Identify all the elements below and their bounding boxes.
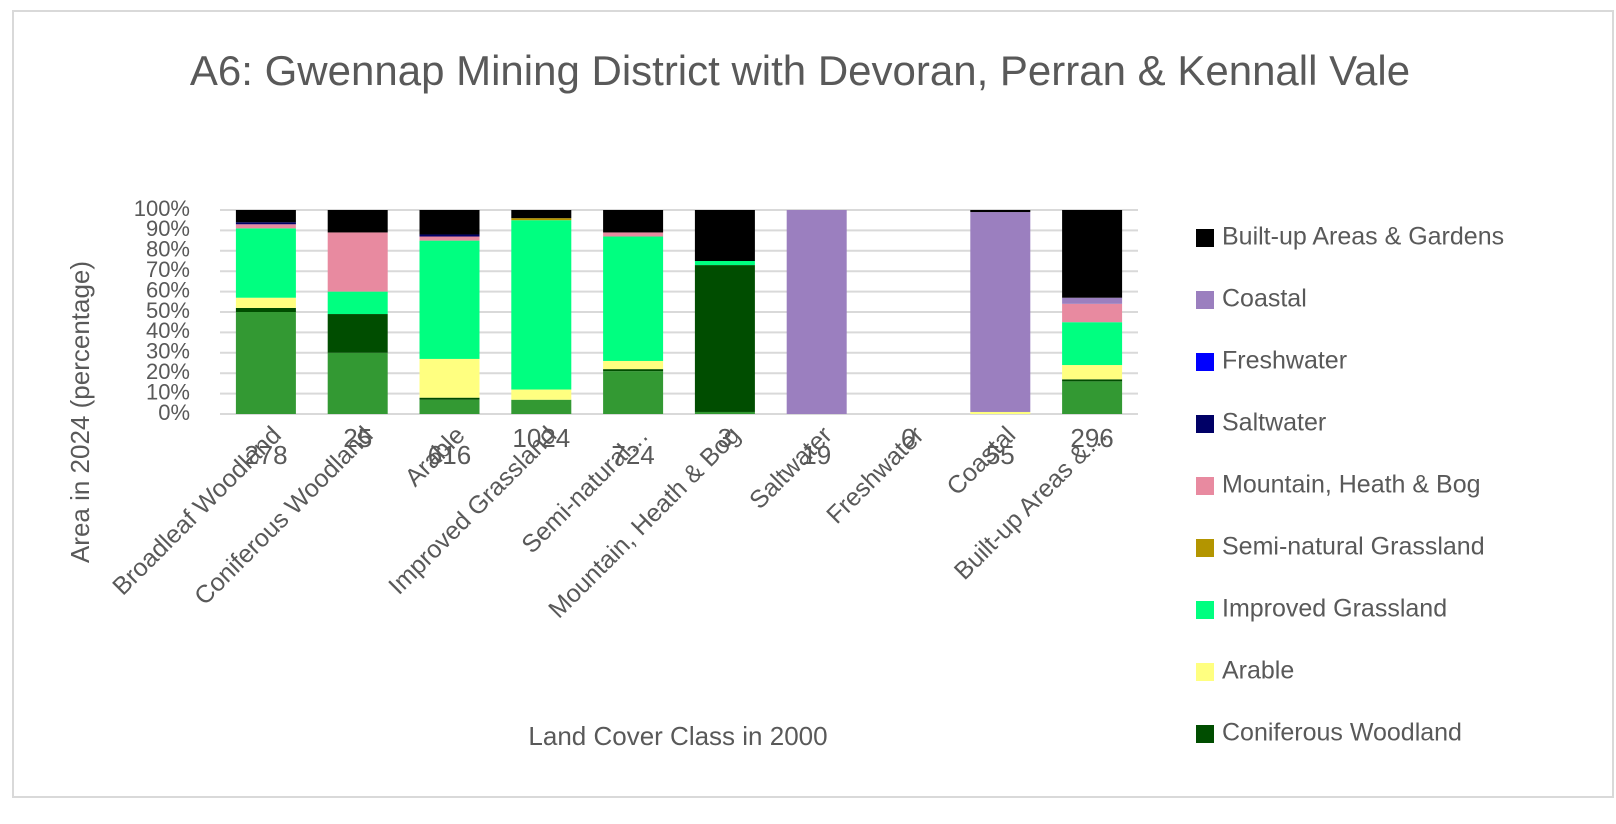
y-tick-label: 60% <box>146 277 190 302</box>
bar-segment <box>970 212 1031 412</box>
bar-segment <box>235 297 296 308</box>
y-tick-label: 70% <box>146 257 190 282</box>
chart-title: A6: Gwennap Mining District with Devoran… <box>189 47 1411 94</box>
bar-segment <box>603 369 664 372</box>
bar-segment <box>511 389 572 400</box>
total-label: 3 <box>718 423 732 453</box>
total-label: 55 <box>986 440 1015 470</box>
bar-segment <box>603 232 664 237</box>
bar-segment <box>235 307 296 312</box>
legend-label: Freshwater <box>1222 347 1347 375</box>
x-tick-label: Freshwater <box>821 421 929 529</box>
legend-swatch <box>1196 415 1214 433</box>
y-tick-label: 20% <box>146 359 190 384</box>
y-tick-label: 50% <box>146 298 190 323</box>
bar-segment <box>1062 381 1123 414</box>
legend-label: Coniferous Woodland <box>1222 719 1462 747</box>
x-tick-label: Improved Grassland <box>383 421 562 600</box>
legend-swatch <box>1196 353 1214 371</box>
bar-segment <box>694 411 755 414</box>
bar-segment <box>419 234 480 237</box>
bar-segment <box>603 371 664 414</box>
bar-segment <box>603 210 664 233</box>
legend-swatch <box>1196 663 1214 681</box>
legend-label: Coastal <box>1222 285 1307 313</box>
x-tick-label: Broadleaf Woodland <box>107 421 287 601</box>
y-tick-label: 40% <box>146 318 190 343</box>
bar-segment <box>327 314 388 353</box>
bar-segment <box>327 210 388 233</box>
legend-swatch <box>1196 229 1214 247</box>
bar-segment <box>603 360 664 370</box>
bar-segment <box>419 210 480 235</box>
bar-segment <box>1062 210 1123 298</box>
total-label: 1024 <box>512 423 570 453</box>
bar-segment <box>419 399 480 414</box>
bar-segment <box>235 224 296 229</box>
total-label: 616 <box>428 440 471 470</box>
bar-segment <box>511 218 572 221</box>
bar-segment <box>327 352 388 414</box>
y-axis-title: Area in 2024 (percentage) <box>65 261 95 563</box>
bar-segment <box>694 265 755 412</box>
bar-segment <box>235 312 296 414</box>
bar-segment <box>1062 297 1123 304</box>
legend-label: Semi-natural Grassland <box>1222 533 1485 561</box>
bar-segment <box>419 236 480 241</box>
bar-segment <box>1062 365 1123 380</box>
bar-segment <box>235 222 296 225</box>
legend-label: Mountain, Heath & Bog <box>1222 471 1481 499</box>
bar-segment <box>1062 303 1123 323</box>
legend: Broadleaf Woodland Coniferous Woodland Ara… <box>1196 223 1504 809</box>
bar-segment <box>511 399 572 414</box>
bar-segment <box>970 411 1031 414</box>
total-label: 0 <box>901 423 915 453</box>
bar-segment <box>511 210 572 219</box>
bar-segment <box>419 358 480 398</box>
total-label: 19 <box>802 440 831 470</box>
x-axis-title: Land Cover Class in 2000 <box>528 721 827 751</box>
legend-swatch <box>1196 539 1214 557</box>
bar-segment <box>603 236 664 361</box>
legend-label: Broadleaf Woodland <box>1222 781 1448 809</box>
bar-segment <box>1062 379 1123 382</box>
bar-segment <box>694 261 755 266</box>
bar-segment <box>419 240 480 359</box>
legend-label: Arable <box>1222 657 1294 685</box>
bar-segment <box>786 210 847 414</box>
y-tick-label: 90% <box>146 216 190 241</box>
total-label: 278 <box>244 440 287 470</box>
total-label: 296 <box>1070 423 1113 453</box>
total-label: 724 <box>611 440 654 470</box>
legend-label: Saltwater <box>1222 409 1326 437</box>
y-tick-label: 30% <box>146 339 190 364</box>
legend-swatch <box>1196 601 1214 619</box>
bar-segment <box>511 220 572 390</box>
total-label: 25 <box>343 423 372 453</box>
legend-label: Built-up Areas & Gardens <box>1222 223 1504 251</box>
bar-segment <box>419 397 480 400</box>
bar-segment <box>235 210 296 223</box>
legend-swatch <box>1196 725 1214 743</box>
bar-segment <box>235 228 296 298</box>
x-tick-label: Built-up Areas &… <box>949 421 1113 585</box>
legend-swatch <box>1196 787 1214 805</box>
legend-swatch <box>1196 477 1214 495</box>
y-tick-label: 100% <box>134 196 190 221</box>
chart-frame <box>12 10 1614 798</box>
y-tick-label: 10% <box>146 379 190 404</box>
bar-segment <box>327 291 388 315</box>
legend-swatch <box>1196 291 1214 309</box>
bar-segment <box>694 210 755 261</box>
bar-segment <box>327 232 388 292</box>
y-tick-label: 0% <box>158 400 190 425</box>
bar-segment <box>1062 322 1123 366</box>
y-tick-label: 80% <box>146 237 190 262</box>
bar-segment <box>970 210 1031 213</box>
legend-label: Improved Grassland <box>1222 595 1447 623</box>
